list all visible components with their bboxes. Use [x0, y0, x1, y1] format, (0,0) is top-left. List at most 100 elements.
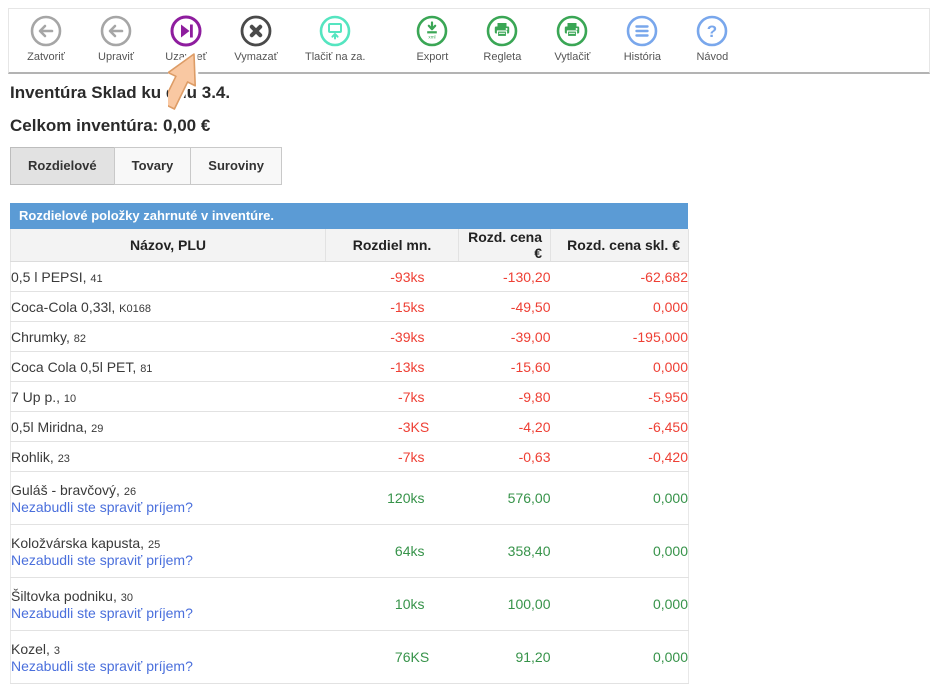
- qty-value: -93: [325, 261, 411, 292]
- toolbar-button-regleta[interactable]: Regleta: [467, 9, 537, 63]
- toolbar-button-zatvorit[interactable]: Zatvoriť: [11, 9, 81, 63]
- reminder-link[interactable]: Nezabudli ste spraviť príjem?: [11, 604, 193, 621]
- table-header-row: Názov, PLU Rozdiel mn. Rozd. cena € Rozd…: [10, 229, 689, 262]
- qty-unit: ks: [410, 261, 459, 292]
- table-row[interactable]: Rohlik, 23 -7 ks -0,63 -0,420: [10, 441, 689, 472]
- qty-value: 76: [325, 630, 411, 684]
- qty-value: 64: [325, 524, 411, 578]
- column-header-rozd-cena: Rozd. cena €: [458, 229, 551, 262]
- back-arrow-icon: [99, 14, 133, 48]
- item-plu: 26: [123, 485, 137, 498]
- toolbar-label: Vytlačiť: [554, 51, 591, 63]
- table-row[interactable]: 0,5 l PEPSI, 41 -93 ks -130,20 -62,682: [10, 261, 689, 292]
- item-plu: 23: [57, 452, 70, 465]
- tab-suroviny[interactable]: Suroviny: [190, 147, 282, 185]
- item-plu: 30: [120, 591, 133, 604]
- table-row[interactable]: Šiltovka podniku, 30 Nezabudli ste sprav…: [10, 577, 689, 631]
- qty-value: -7: [325, 381, 411, 412]
- price-value: -4,20: [458, 411, 551, 442]
- reminder-link[interactable]: Nezabudli ste spraviť príjem?: [11, 551, 193, 568]
- toolbar-button-upravit[interactable]: Upraviť: [81, 9, 151, 63]
- panel-caption: Rozdielové položky zahrnuté v inventúre.: [10, 203, 688, 229]
- item-name: 7 Up p.,: [11, 388, 61, 405]
- svg-text:xml: xml: [429, 35, 436, 40]
- toolbar-label: Upraviť: [98, 51, 134, 63]
- toolbar-button-vymazat[interactable]: Vymazať: [221, 9, 291, 63]
- item-name: Kozel,: [11, 640, 50, 657]
- item-name: Coca-Cola 0,33l,: [11, 298, 116, 315]
- reminder-link[interactable]: Nezabudli ste spraviť príjem?: [11, 498, 193, 515]
- item-name: Chrumky,: [11, 328, 70, 345]
- tab-bar: Rozdielové Tovary Suroviny: [10, 147, 282, 185]
- price-value: 576,00: [458, 471, 551, 525]
- toolbar-button-historia[interactable]: História: [607, 9, 677, 63]
- price-skl-value: 0,000: [550, 471, 689, 525]
- item-plu: 25: [147, 538, 161, 551]
- tab-tovary[interactable]: Tovary: [113, 147, 192, 185]
- item-name: Šiltovka podniku,: [11, 587, 117, 604]
- column-header-rozdiel-mn: Rozdiel mn.: [325, 229, 459, 262]
- table-row[interactable]: Coca Cola 0,5l PET, 81 -13 ks -15,60 0,0…: [10, 351, 689, 382]
- inventory-table: Názov, PLU Rozdiel mn. Rozd. cena € Rozd…: [10, 229, 689, 684]
- qty-unit: ks: [410, 291, 459, 322]
- toolbar-label: Zatvoriť: [27, 51, 65, 63]
- item-plu: 29: [91, 422, 104, 435]
- item-name: Coca Cola 0,5l PET,: [11, 358, 137, 375]
- price-skl-value: -62,682: [550, 261, 689, 292]
- price-skl-value: 0,000: [550, 524, 689, 578]
- toolbar-label: História: [623, 51, 662, 63]
- item-plu: 81: [140, 362, 153, 375]
- qty-unit: ks: [410, 321, 459, 352]
- price-skl-value: -0,420: [550, 441, 689, 472]
- qty-value: 10: [325, 577, 411, 631]
- inventory-panel: Rozdielové položky zahrnuté v inventúre.…: [10, 203, 689, 684]
- qty-unit: ks: [410, 351, 459, 382]
- toolbar-button-tlacit-na-za[interactable]: Tlačiť na za.: [291, 9, 379, 63]
- qty-value: -3: [325, 411, 411, 442]
- column-header-nazov-plu: Názov, PLU: [10, 229, 326, 262]
- question-icon: ?: [695, 14, 729, 48]
- qty-unit: ks: [410, 577, 459, 631]
- price-skl-value: -195,000: [550, 321, 689, 352]
- toolbar-label: Vymazať: [234, 51, 278, 63]
- list-icon: [625, 14, 659, 48]
- price-skl-value: 0,000: [550, 630, 689, 684]
- reminder-link[interactable]: Nezabudli ste spraviť príjem?: [11, 657, 193, 674]
- table-row[interactable]: 7 Up p., 10 -7 ks -9,80 -5,950: [10, 381, 689, 412]
- table-row[interactable]: Guláš - bravčový, 26 Nezabudli ste sprav…: [10, 471, 689, 525]
- price-skl-value: -5,950: [550, 381, 689, 412]
- toolbar-button-export[interactable]: xml Export: [397, 9, 467, 63]
- table-row[interactable]: Coca-Cola 0,33l, K0168 -15 ks -49,50 0,0…: [10, 291, 689, 322]
- price-value: -49,50: [458, 291, 551, 322]
- item-plu: 82: [73, 332, 86, 345]
- price-value: -39,00: [458, 321, 551, 352]
- table-row[interactable]: Koložvárska kapusta, 25 Nezabudli ste sp…: [10, 524, 689, 578]
- toolbar-label: Návod: [696, 51, 729, 63]
- toolbar-button-vytlacit[interactable]: Vytlačiť: [537, 9, 607, 63]
- price-value: 100,00: [458, 577, 551, 631]
- item-name: Koložvárska kapusta,: [11, 534, 145, 551]
- tab-rozdielove[interactable]: Rozdielové: [10, 147, 115, 185]
- toolbar-label: Regleta: [483, 51, 522, 63]
- qty-value: -13: [325, 351, 411, 382]
- table-row[interactable]: Chrumky, 82 -39 ks -39,00 -195,000: [10, 321, 689, 352]
- item-name: Guláš - bravčový,: [11, 481, 120, 498]
- price-value: -0,63: [458, 441, 551, 472]
- qty-value: -39: [325, 321, 411, 352]
- item-plu: K0168: [119, 302, 151, 315]
- item-plu: 41: [90, 272, 103, 285]
- download-xml-icon: xml: [415, 14, 449, 48]
- item-plu: 10: [63, 392, 77, 405]
- skip-to-end-icon: [169, 14, 203, 48]
- toolbar-button-navod[interactable]: ? Návod: [677, 9, 747, 63]
- price-value: -9,80: [458, 381, 551, 412]
- table-row[interactable]: Kozel, 3 Nezabudli ste spraviť príjem? 7…: [10, 630, 689, 684]
- toolbar-label: Tlačiť na za.: [305, 51, 366, 63]
- svg-text:?: ?: [707, 22, 717, 41]
- toolbar-button-uzavriet[interactable]: Uzavrieť: [151, 9, 221, 63]
- item-name: 0,5l Miridna,: [11, 418, 88, 435]
- column-header-rozd-cena-skl: Rozd. cena skl. €: [550, 229, 689, 262]
- display-upload-icon: [318, 14, 352, 48]
- price-value: 91,20: [458, 630, 551, 684]
- table-row[interactable]: 0,5l Miridna, 29 -3 KS -4,20 -6,450: [10, 411, 689, 442]
